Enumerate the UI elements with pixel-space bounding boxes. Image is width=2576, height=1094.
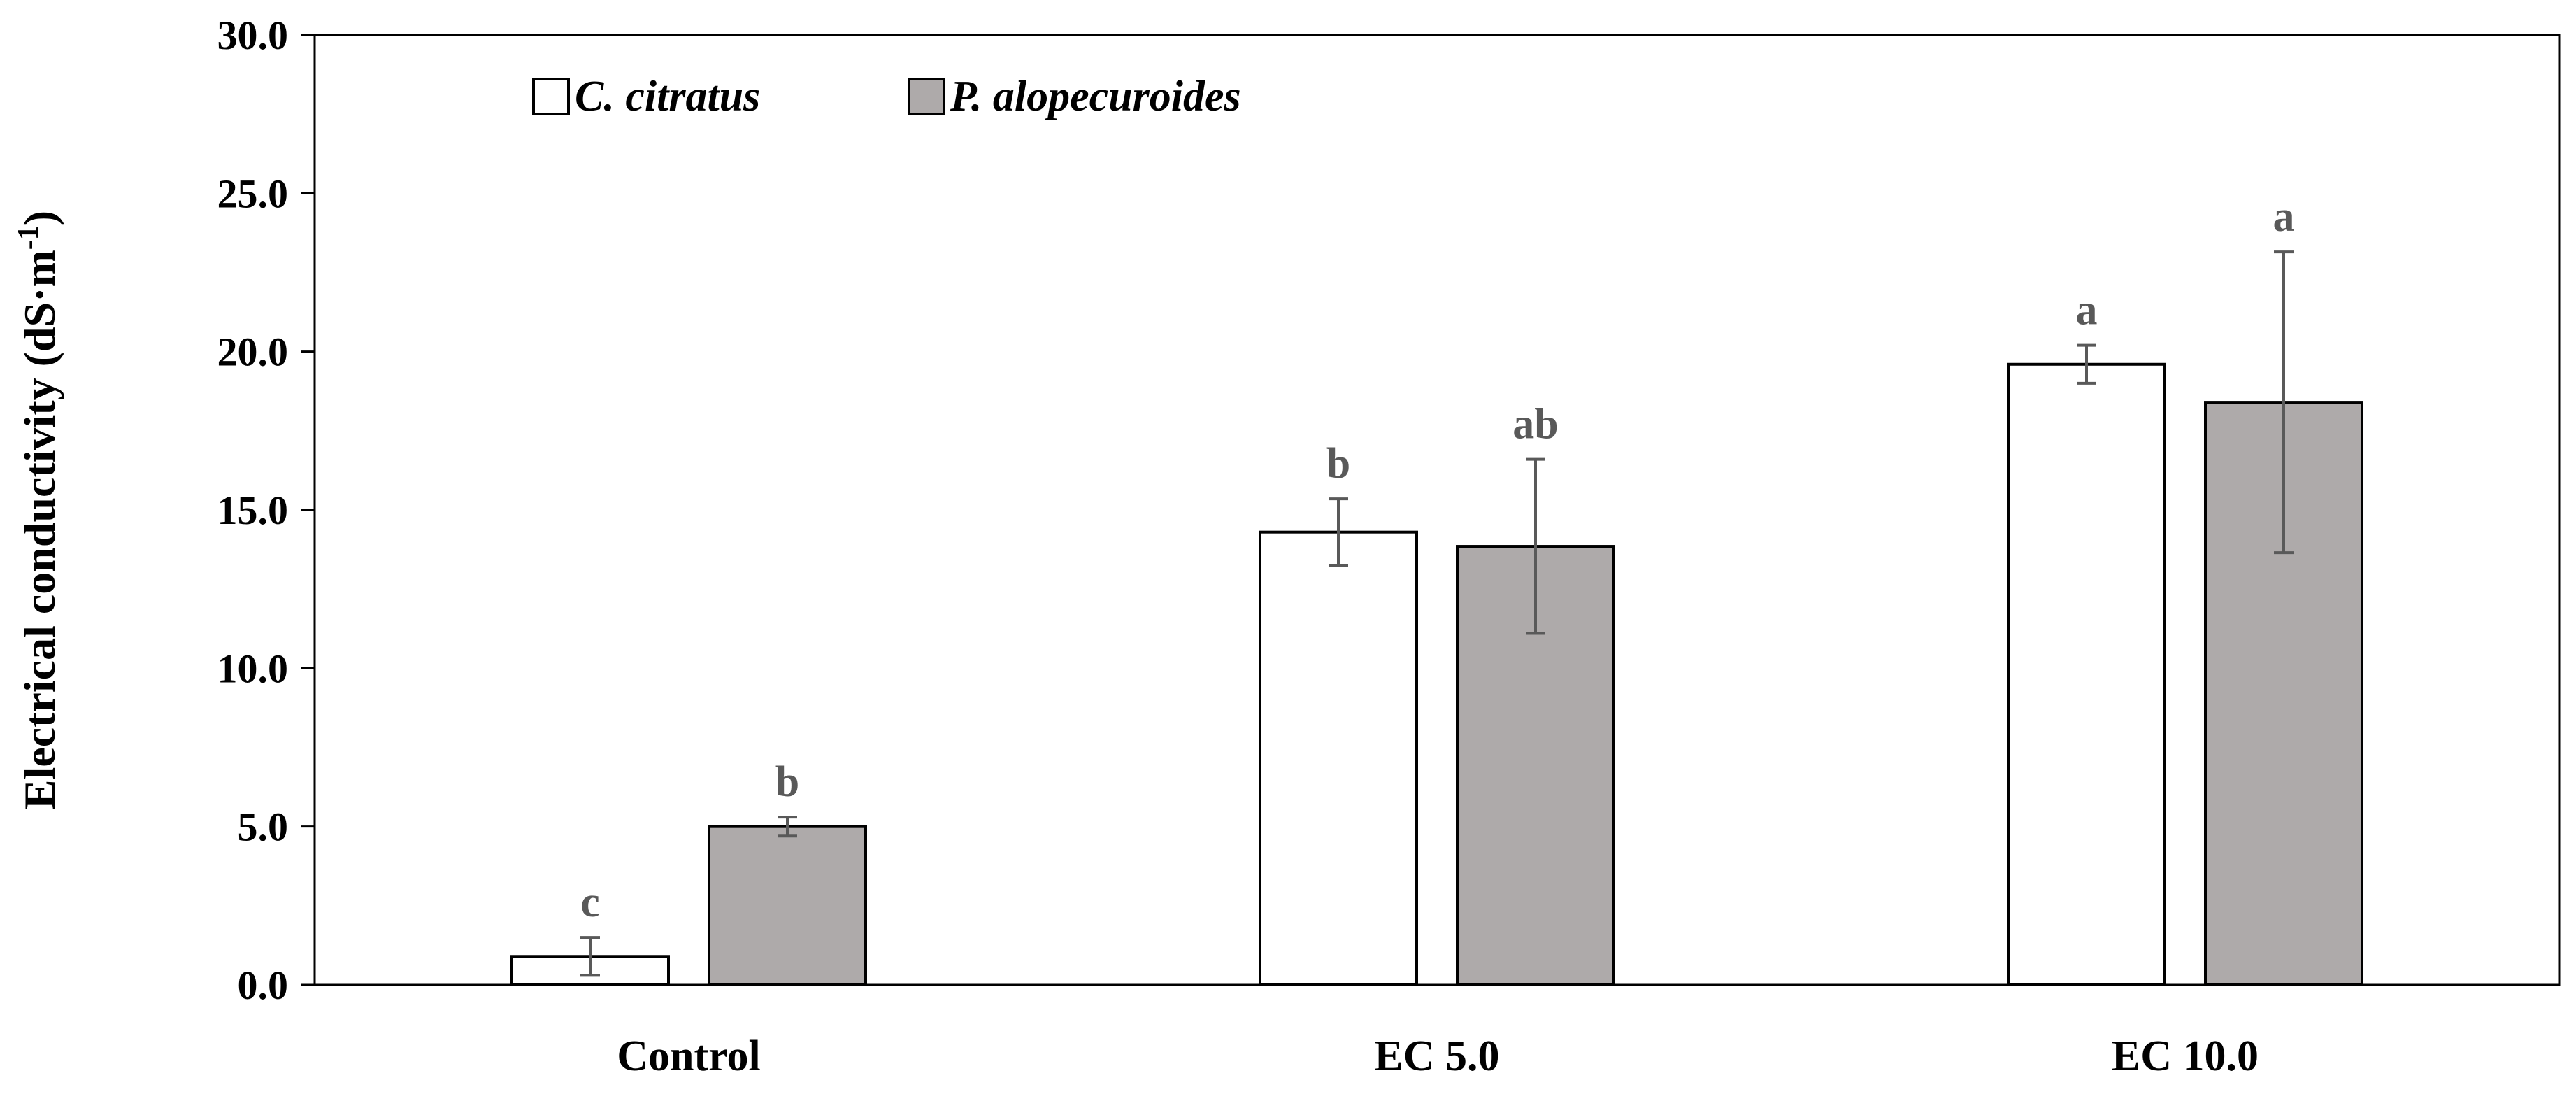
legend-swatch-p-alopecuroides [908, 78, 945, 115]
y-tick-label: 30.0 [217, 13, 289, 58]
y-axis-title-superscript: -1 [13, 225, 45, 250]
x-tick-label: EC 10.0 [2112, 1032, 2259, 1080]
y-tick-label: 25.0 [217, 171, 289, 216]
error-bars [580, 250, 2294, 977]
x-axis-tick-labels: Control EC 5.0 EC 10.0 [617, 1032, 2259, 1080]
y-axis-title-close: ) [15, 211, 64, 225]
y-axis-title: Electrical conductivity (dS·m-1) [13, 211, 64, 809]
y-tick-label: 20.0 [217, 329, 289, 375]
significance-letter: a [2273, 193, 2295, 241]
significance-letter: b [1326, 440, 1350, 488]
bar [1259, 530, 1418, 986]
bar [708, 825, 867, 986]
y-tick-label: 0.0 [238, 962, 289, 1008]
significance-letter: c [580, 879, 600, 926]
legend: C. citratus P. alopecuroides [532, 73, 1241, 120]
bar [2007, 362, 2166, 986]
significance-letter: b [775, 758, 799, 806]
y-tick-label: 10.0 [217, 646, 289, 691]
legend-label-p-alopecuroides: P. alopecuroides [950, 73, 1241, 120]
y-axis-ticks: 0.0 5.0 10.0 15.0 20.0 25.0 30.0 [217, 13, 315, 1008]
x-tick-label: Control [617, 1032, 761, 1080]
y-axis-title-main: Electrical conductivity (dS·m [15, 250, 64, 809]
bars [510, 362, 2363, 987]
x-tick-label: EC 5.0 [1374, 1032, 1499, 1080]
y-tick-label: 15.0 [217, 488, 289, 533]
significance-letter: ab [1512, 401, 1558, 448]
significance-letter: a [2076, 287, 2098, 334]
significance-letters: c b b ab a a [580, 193, 2294, 926]
legend-label-c-citratus: C. citratus [575, 73, 760, 120]
legend-swatch-c-citratus [532, 78, 570, 115]
y-tick-label: 5.0 [238, 804, 289, 850]
